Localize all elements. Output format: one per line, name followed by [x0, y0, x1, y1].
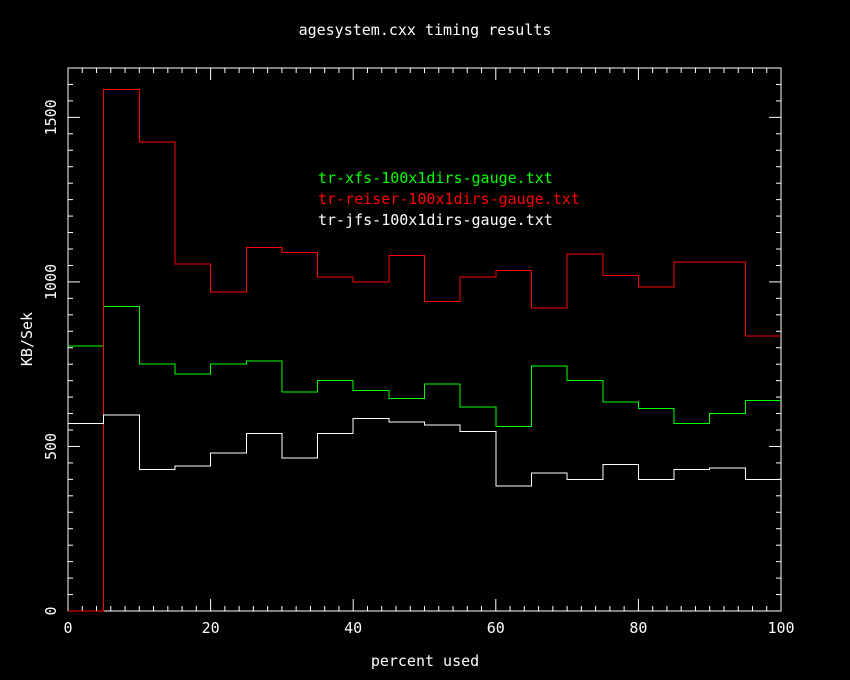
- x-tick-label: 60: [487, 619, 505, 637]
- x-tick-label: 100: [767, 619, 794, 637]
- x-tick-label: 0: [63, 619, 72, 637]
- y-axis-label: KB/Sek: [18, 312, 36, 366]
- chart-title: agesystem.cxx timing results: [299, 21, 552, 39]
- series-lines: [68, 88, 781, 612]
- legend-entry-2: tr-jfs-100x1dirs-gauge.txt: [318, 211, 553, 229]
- legend-entry-0: tr-xfs-100x1dirs-gauge.txt: [318, 169, 553, 187]
- series-line-0: [68, 306, 781, 428]
- x-tick-label: 80: [629, 619, 647, 637]
- y-tick-label: 1000: [42, 264, 60, 300]
- series-line-2: [68, 414, 781, 487]
- x-tick-label: 40: [344, 619, 362, 637]
- y-tick-label: 1500: [42, 99, 60, 135]
- legend: tr-xfs-100x1dirs-gauge.txt tr-reiser-100x…: [318, 169, 580, 229]
- y-tick-label: 500: [42, 433, 60, 460]
- x-tick-label: 20: [202, 619, 220, 637]
- x-axis-label: percent used: [371, 652, 479, 670]
- y-tick-label: 0: [42, 606, 60, 615]
- legend-entry-1: tr-reiser-100x1dirs-gauge.txt: [318, 190, 580, 208]
- series-line-1: [68, 88, 781, 612]
